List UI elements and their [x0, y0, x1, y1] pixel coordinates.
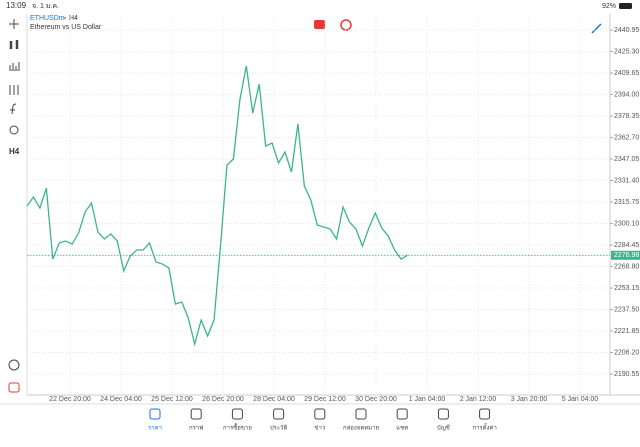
nav-icon[interactable] — [437, 408, 449, 420]
zoom-icon[interactable] — [8, 359, 20, 371]
y-tick-label: 2284.45 — [614, 242, 639, 249]
toolbar-timeframe[interactable]: H4 — [9, 147, 20, 156]
left-toolbar — [8, 19, 20, 393]
bottom-nav: ราคา กราฟ การซื้อขาย ประวัติ ข่าว กล่องจดหมาย… — [148, 408, 497, 432]
x-tick-label: 1 Jan 04:00 — [409, 396, 446, 403]
nav-icon[interactable] — [231, 408, 243, 420]
nav-label[interactable]: ข่าว — [314, 425, 325, 432]
x-tick-label: 3 Jan 20:00 — [511, 396, 548, 403]
y-tick-label: 2331.40 — [614, 177, 639, 184]
nav-icon[interactable] — [314, 408, 326, 420]
x-tick-label: 30 Dec 20:00 — [355, 396, 397, 403]
shapes-icon[interactable] — [9, 125, 19, 135]
y-tick-label: 2315.75 — [614, 199, 639, 206]
nav-label[interactable]: กราฟ — [189, 425, 203, 432]
timeframe[interactable]: H4 — [69, 15, 78, 22]
x-tick-label: 5 Jan 04:00 — [562, 396, 599, 403]
status-battery: 92% — [602, 3, 616, 10]
last-price-box — [611, 250, 640, 260]
y-tick-label: 2409.65 — [614, 70, 639, 77]
x-tick-label: 2 Jan 12:00 — [460, 396, 497, 403]
function-icon[interactable] — [10, 103, 17, 115]
description: Ethereum vs US Dollar — [30, 24, 102, 31]
separator-dot — [64, 17, 66, 19]
x-tick-label: 22 Dec 20:00 — [49, 396, 91, 403]
y-tick-label: 2268.80 — [614, 263, 639, 270]
y-tick-label: 2237.50 — [614, 306, 639, 313]
y-tick-label: 2394.00 — [614, 91, 639, 98]
y-tick-label: 2300.10 — [614, 220, 639, 227]
crosshair-icon[interactable] — [9, 19, 19, 29]
x-tick-label: 28 Dec 04:00 — [253, 396, 295, 403]
price-line — [26, 65, 408, 347]
x-tick-label: 29 Dec 12:00 — [304, 396, 346, 403]
nav-label[interactable]: ราคา — [148, 425, 162, 432]
status-date: จ. 1 ม.ค. — [32, 3, 59, 10]
y-tick-label: 2221.85 — [614, 328, 639, 335]
y-tick-label: 2206.20 — [614, 349, 639, 356]
candle-icon[interactable] — [9, 40, 19, 49]
nav-label[interactable]: การซื้อขาย — [223, 422, 252, 432]
y-tick-label: 2253.15 — [614, 285, 639, 292]
chart: 2440.95 2425.30 2409.65 2394.00 2378.35 2362.… — [26, 14, 640, 403]
symbol[interactable]: ETHUSDm — [30, 15, 65, 22]
y-tick-label: 2347.05 — [614, 156, 639, 163]
nav-icon[interactable] — [396, 408, 408, 420]
x-tick-label: 26 Dec 20:00 — [202, 396, 244, 403]
y-tick-label: 2440.95 — [614, 27, 639, 34]
nav-icon[interactable] — [273, 408, 285, 420]
y-tick-label: 2378.35 — [614, 113, 639, 120]
nav-icon[interactable] — [149, 408, 161, 420]
x-tick-label: 25 Dec 12:00 — [151, 396, 193, 403]
nav-icon[interactable] — [479, 408, 491, 420]
nav-icon[interactable] — [355, 408, 367, 420]
y-tick-label: 2190.55 — [614, 371, 639, 378]
indicator-icon[interactable] — [9, 85, 19, 95]
nav-label[interactable]: แชท — [396, 425, 408, 432]
nav-label[interactable]: บัญชี — [437, 424, 450, 432]
trade-icon[interactable] — [8, 382, 20, 393]
y-tick-label: 2425.30 — [614, 48, 639, 55]
sell-button[interactable] — [314, 20, 325, 29]
status-time: 13:09 — [6, 1, 27, 10]
draw-tool[interactable] — [591, 23, 602, 34]
nav-label[interactable]: กล่องจดหมาย — [343, 425, 379, 432]
nav-icon[interactable] — [190, 408, 202, 420]
y-tick-label: 2362.70 — [614, 134, 639, 141]
x-tick-label: 24 Dec 04:00 — [100, 396, 142, 403]
battery-icon — [619, 3, 632, 9]
nav-label[interactable]: การตั้งค่า — [472, 422, 496, 432]
last-price-label: 2276.98 — [614, 252, 639, 259]
volume-icon[interactable] — [9, 62, 20, 71]
nav-label[interactable]: ประวัติ — [270, 425, 288, 432]
